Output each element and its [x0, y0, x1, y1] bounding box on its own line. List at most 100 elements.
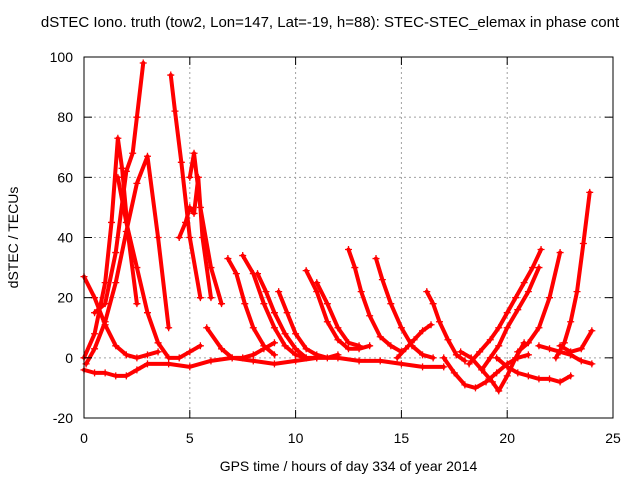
data-point — [355, 357, 363, 365]
data-series — [186, 149, 226, 308]
data-point — [129, 149, 137, 157]
y-tick-label: -20 — [53, 410, 73, 426]
y-tick-label: 100 — [50, 49, 74, 65]
data-point — [154, 348, 162, 356]
data-point — [524, 351, 532, 359]
data-point — [207, 264, 215, 272]
data-point — [154, 339, 162, 347]
data-point — [488, 378, 496, 386]
data-point — [154, 234, 162, 241]
data-point — [465, 360, 473, 368]
data-point — [249, 324, 257, 332]
data-point — [410, 336, 418, 344]
data-point — [429, 300, 437, 308]
data-point — [232, 270, 240, 278]
data-point — [334, 324, 342, 332]
series-line — [558, 328, 594, 354]
data-point — [165, 354, 173, 362]
data-point — [186, 348, 194, 356]
data-point — [114, 173, 122, 181]
data-point — [143, 360, 151, 368]
data-series — [203, 324, 278, 362]
data-series — [535, 342, 596, 368]
data-point — [122, 351, 130, 359]
data-point — [260, 342, 268, 350]
data-point — [535, 264, 543, 272]
data-point — [503, 363, 511, 371]
x-axis-label: GPS time / hours of day 334 of year 2014 — [220, 458, 478, 474]
data-point — [224, 255, 232, 263]
data-point — [122, 372, 130, 380]
data-point — [556, 249, 564, 257]
data-point — [372, 255, 380, 263]
x-tick-label: 15 — [394, 430, 410, 446]
data-point — [270, 360, 278, 368]
data-point — [452, 351, 460, 359]
data-point — [275, 288, 283, 296]
data-point — [91, 369, 99, 377]
data-point — [292, 357, 300, 365]
data-point — [512, 294, 520, 302]
data-point — [457, 348, 465, 356]
data-series — [393, 321, 435, 362]
data-point — [556, 342, 564, 350]
data-point — [167, 71, 175, 79]
data-point — [514, 306, 522, 314]
data-point — [218, 345, 226, 353]
x-tick-label: 20 — [499, 430, 515, 446]
chart-title: dSTEC Iono. truth (tow2, Lon=147, Lat=-1… — [40, 14, 620, 31]
data-point — [573, 288, 581, 296]
data-point — [114, 134, 122, 142]
data-point — [482, 378, 490, 386]
series-line — [82, 355, 446, 378]
data-series — [175, 173, 215, 302]
data-point — [186, 203, 194, 211]
data-point — [427, 321, 435, 329]
y-tick-label: 60 — [57, 169, 73, 185]
data-point — [101, 318, 109, 326]
data-point — [122, 167, 130, 175]
series-line — [553, 190, 592, 360]
data-point — [402, 345, 410, 353]
data-series — [91, 59, 147, 317]
data-point — [493, 354, 501, 362]
data-point — [486, 336, 494, 344]
data-point — [249, 357, 257, 365]
data-point — [281, 330, 289, 338]
x-tick-label: 10 — [288, 430, 304, 446]
data-point — [440, 363, 448, 371]
series-line — [424, 289, 467, 363]
data-point — [207, 294, 215, 302]
data-point — [270, 324, 278, 332]
data-point — [486, 354, 494, 362]
data-point — [133, 264, 141, 272]
data-point — [351, 264, 359, 272]
data-point — [292, 330, 300, 338]
data-point — [529, 264, 537, 272]
x-tick-label: 25 — [605, 430, 621, 446]
data-point — [423, 288, 431, 296]
data-point — [461, 357, 469, 365]
data-point — [535, 375, 543, 383]
data-point — [588, 360, 596, 368]
data-point — [101, 369, 109, 377]
data-layer — [80, 59, 596, 395]
data-point — [186, 234, 194, 241]
x-tick-label: 0 — [80, 430, 88, 446]
data-point — [302, 345, 310, 353]
series-line — [467, 247, 544, 366]
data-point — [133, 366, 141, 374]
data-point — [514, 369, 522, 377]
data-point — [493, 369, 501, 377]
data-point — [133, 179, 141, 187]
x-tick-label: 5 — [186, 430, 194, 446]
data-point — [376, 357, 384, 365]
data-point — [249, 351, 257, 359]
data-point — [218, 300, 226, 308]
data-point — [588, 327, 596, 335]
data-point — [186, 363, 194, 371]
data-point — [546, 294, 554, 302]
y-tick-label: 40 — [57, 230, 73, 246]
